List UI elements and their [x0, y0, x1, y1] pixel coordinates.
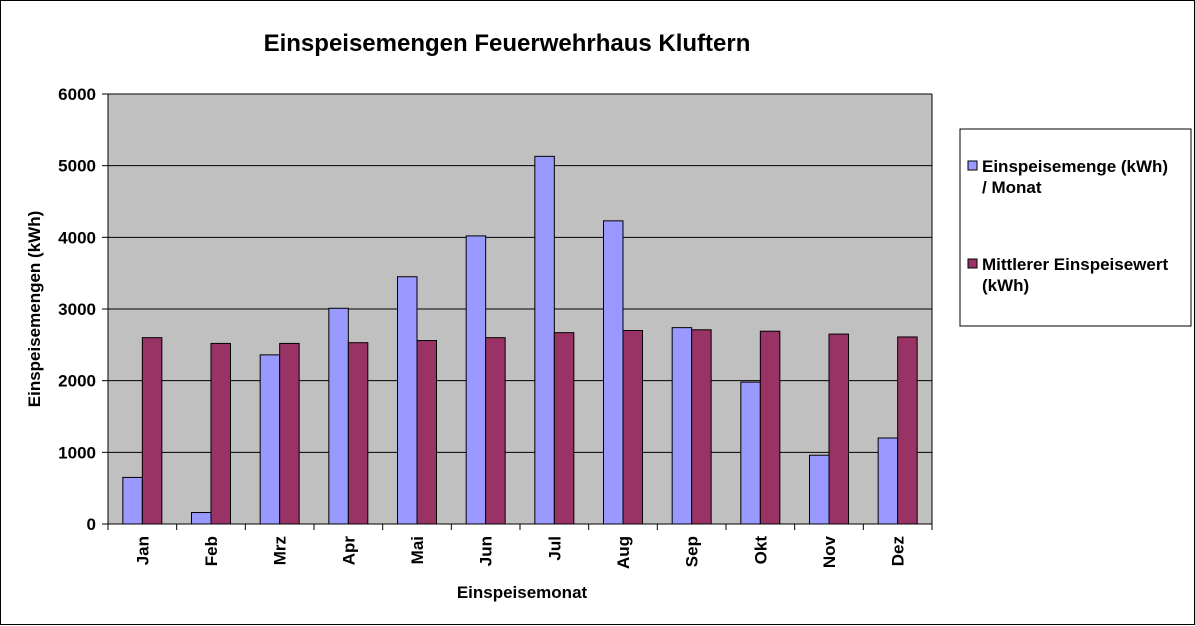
x-tick-label: Sep — [683, 536, 702, 567]
bar — [465, 235, 487, 525]
x-tick-label: Okt — [751, 536, 770, 565]
y-tick-label: 3000 — [58, 300, 96, 319]
y-tick-label: 4000 — [58, 228, 96, 247]
legend: Einspeisemenge (kWh) / Monat Mittlerer Ein… — [959, 128, 1192, 327]
chart-title: Einspeisemengen Feuerwehrhaus Kluftern — [264, 30, 751, 57]
bar — [328, 307, 349, 525]
y-tick-label: 1000 — [58, 443, 96, 462]
x-tick-label: Jul — [545, 536, 564, 561]
bar — [603, 220, 624, 525]
bar — [347, 342, 369, 525]
bar — [416, 340, 437, 525]
y-tick-label: 5000 — [58, 157, 96, 176]
bar — [759, 330, 781, 525]
legend-swatch — [967, 160, 978, 171]
x-axis-title: Einspeisemonat — [457, 583, 588, 602]
bar — [740, 381, 761, 525]
bar — [259, 354, 281, 525]
gridlines — [108, 93, 932, 453]
bar — [191, 512, 212, 525]
x-tick-label: Dez — [889, 536, 908, 566]
bar — [897, 336, 918, 525]
legend-label: Mittlerer Einspeisewert — [982, 255, 1168, 274]
x-tick-label: Apr — [339, 536, 358, 566]
x-tick-label: Jun — [477, 536, 496, 566]
bar — [828, 333, 849, 525]
bars — [122, 155, 918, 525]
bar — [877, 437, 899, 525]
y-tick-label: 2000 — [58, 372, 96, 391]
plot-area: 0 1000 2000 3000 4000 5000 6000 Jan Feb Mrz Apr Ma… — [58, 85, 933, 569]
x-tick-label: Jan — [133, 536, 152, 565]
bar — [397, 276, 418, 525]
x-tick-label: Mai — [408, 536, 427, 564]
bar — [141, 337, 163, 525]
y-tick-label: 6000 — [58, 85, 96, 104]
x-tick-label: Nov — [820, 535, 839, 568]
bar — [122, 476, 143, 525]
bar — [485, 337, 506, 525]
legend-label: / Monat — [982, 178, 1042, 197]
x-tick-label: Feb — [202, 536, 221, 566]
legend-swatch — [967, 258, 978, 269]
bar — [671, 327, 693, 525]
legend-label: (kWh) — [982, 276, 1029, 295]
x-tick-label: Aug — [614, 536, 633, 569]
y-tick-label: 0 — [87, 515, 96, 534]
legend-box — [959, 128, 1192, 327]
bar — [553, 332, 575, 525]
bar — [279, 342, 300, 525]
bar — [809, 454, 830, 525]
bar — [622, 330, 643, 525]
axes — [102, 93, 933, 530]
x-tick-labels: Jan Feb Mrz Apr Mai Jun Jul Aug Sep Okt Nov Dez — [133, 535, 907, 569]
bar — [534, 155, 555, 525]
y-tick-labels: 0 1000 2000 3000 4000 5000 6000 — [58, 85, 96, 534]
bar — [210, 342, 231, 525]
y-axis-title: Einspeisemengen (kWh) — [25, 211, 44, 407]
x-tick-label: Mrz — [271, 536, 290, 565]
bar — [691, 329, 712, 525]
legend-label: Einspeisemenge (kWh) — [982, 157, 1168, 176]
